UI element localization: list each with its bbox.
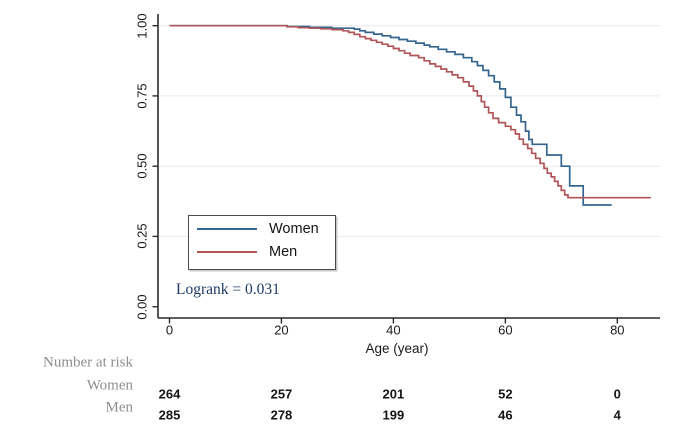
x-axis-title: Age (year) (365, 341, 429, 356)
risk-value-men-age60: 46 (498, 407, 513, 423)
x-tick-label: 80 (610, 322, 625, 338)
x-tick-label: 20 (274, 322, 289, 338)
risk-value-women-age20: 257 (270, 386, 293, 402)
legend-label-women: Women (269, 221, 319, 237)
risk-value-women-age60: 52 (498, 386, 513, 402)
risk-value-men-age0: 285 (158, 407, 181, 423)
women-survival-curve (169, 24, 612, 206)
legend-swatch-men (197, 251, 257, 253)
y-tick-label: 1.00 (134, 13, 150, 39)
y-tick-label: 0.00 (134, 294, 150, 320)
risk-value-women-age80: 0 (613, 386, 621, 402)
x-tick-label: 0 (165, 322, 174, 338)
legend-item-men: Men (189, 242, 335, 262)
risk-value-men-age80: 4 (613, 407, 621, 423)
risk-row-label-women: Women (86, 377, 133, 394)
legend-label-men: Men (269, 244, 298, 260)
risk-value-women-age40: 201 (382, 386, 405, 402)
y-tick-label: 0.75 (134, 83, 150, 109)
x-tick-label: 60 (498, 322, 513, 338)
risk-value-women-age0: 264 (158, 386, 181, 402)
legend-swatch-women (197, 228, 257, 230)
men-survival-curve (169, 24, 651, 199)
x-tick-label: 40 (386, 322, 401, 338)
risk-value-men-age20: 278 (270, 407, 293, 423)
risk-value-men-age40: 199 (382, 407, 405, 423)
y-tick-label: 0.50 (134, 153, 150, 179)
legend: Women Men (188, 215, 336, 270)
risk-row-label-men: Men (105, 399, 134, 416)
logrank-annotation: Logrank = 0.031 (176, 281, 280, 298)
risk-table-title: Number at risk (43, 354, 133, 371)
y-tick-label: 0.25 (134, 223, 150, 250)
legend-item-women: Women (189, 219, 335, 239)
